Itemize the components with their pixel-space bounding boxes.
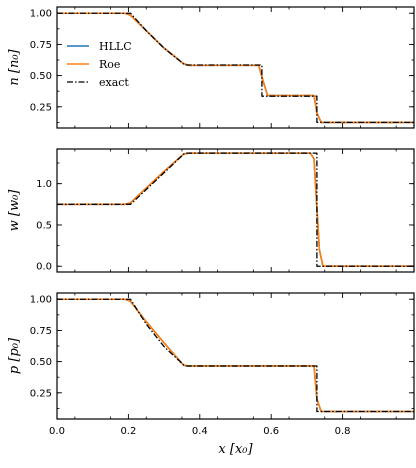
legend: HLLC Roe exact xyxy=(67,40,132,89)
series-line-hllc xyxy=(57,152,414,268)
y-tick-label: 0.0 xyxy=(36,262,52,273)
y-tick-label: 1.00 xyxy=(30,9,52,20)
y-tick-label: 0.5 xyxy=(36,220,52,231)
y-tick-label: 1.00 xyxy=(30,295,52,306)
y-tick-label: 0.25 xyxy=(30,102,52,113)
y-axis-label: n [n₀] xyxy=(7,48,22,85)
x-tick-label: 0.2 xyxy=(120,426,136,437)
x-tick-label: 0.0 xyxy=(49,426,65,437)
y-tick-label: 1.0 xyxy=(36,179,52,190)
legend-label-exact: exact xyxy=(99,76,129,89)
y-tick-label: 0.50 xyxy=(30,71,52,82)
series-line-exact xyxy=(57,152,414,267)
axes-frame xyxy=(56,292,415,420)
density-panel: 0.25 0.50 0.75 1.00 n [n₀] HLLC Roe exact xyxy=(7,6,415,129)
axes-frame xyxy=(56,148,415,273)
series-line-roe xyxy=(57,298,414,413)
legend-label-hllc: HLLC xyxy=(99,40,132,53)
legend-label-roe: Roe xyxy=(99,58,120,71)
velocity-panel: 0.0 0.5 1.0 w [w₀] xyxy=(7,148,415,273)
y-axis-label: p [p₀] xyxy=(7,337,22,374)
series-line-exact xyxy=(57,12,414,124)
y-axis-label: w [w₀] xyxy=(7,189,22,232)
x-tick-label: 0.4 xyxy=(192,426,208,437)
y-tick-label: 0.75 xyxy=(30,326,52,337)
pressure-panel: 0.25 0.50 0.75 1.00 p [p₀] 0.0 0.2 0.4 0.6 0.8 x [… xyxy=(7,292,415,457)
y-tick-label: 0.50 xyxy=(30,357,52,368)
x-axis-label: x [x₀] xyxy=(218,442,253,457)
series-line-roe xyxy=(57,152,414,268)
series-line-hllc xyxy=(57,298,414,413)
series-line-exact xyxy=(57,298,414,413)
x-tick-label: 0.8 xyxy=(335,426,351,437)
x-tick-label: 0.6 xyxy=(263,426,279,437)
y-tick-label: 0.75 xyxy=(30,40,52,51)
axes-frame xyxy=(56,6,415,129)
y-tick-label: 0.25 xyxy=(30,388,52,399)
